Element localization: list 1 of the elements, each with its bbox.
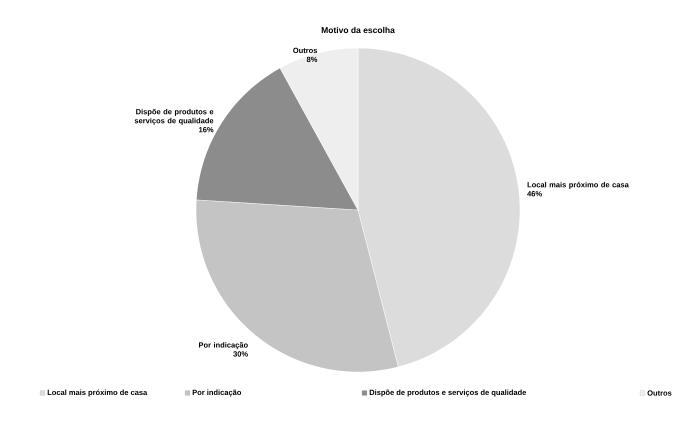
chart-title: Motivo da escolha	[322, 26, 395, 34]
